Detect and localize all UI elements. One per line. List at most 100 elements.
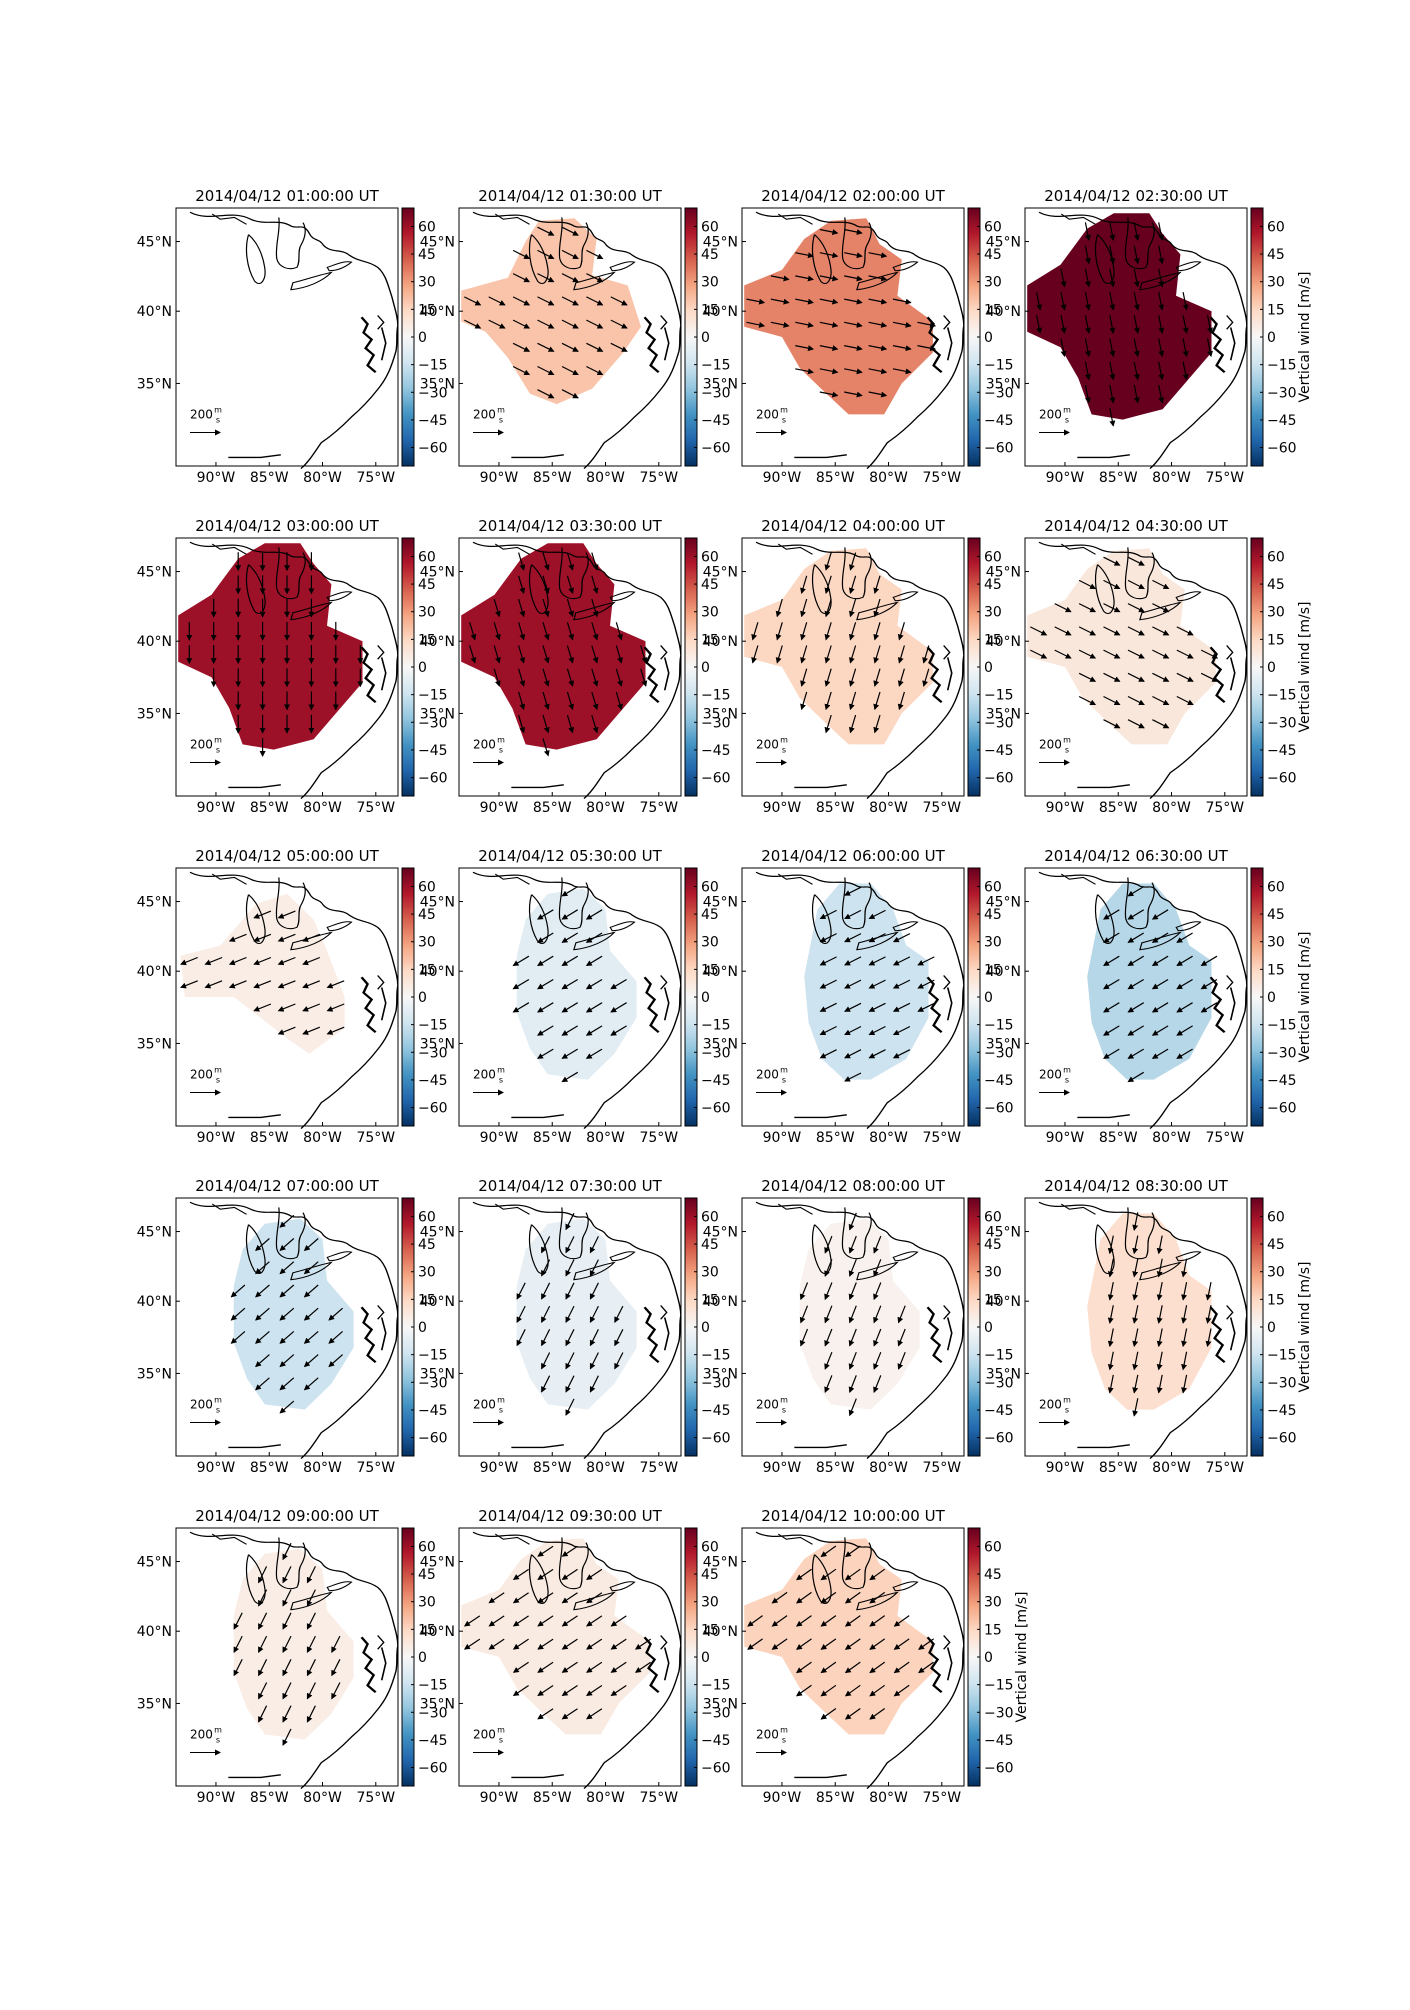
scale-label: 200 [473, 737, 496, 751]
wind-vector [610, 342, 628, 352]
colorbar-tick-label: −45 [418, 1403, 448, 1419]
colorbar-tick-label: 15 [701, 1622, 719, 1638]
lon-tick-label: 75°W [1205, 470, 1244, 486]
wind-vector [493, 622, 501, 641]
scale-unit: s [499, 1735, 503, 1744]
wind-vector [615, 622, 623, 641]
wind-vector [844, 321, 863, 328]
scale-unit: s [782, 1735, 786, 1744]
colorbar-tick-label: −45 [1267, 743, 1297, 759]
colorbar-tick-label: −15 [1267, 1018, 1297, 1034]
scale-label: 200 [756, 1067, 779, 1081]
wind-vector [820, 1638, 837, 1650]
colorbar-tick-label: −60 [701, 771, 731, 787]
wind-vector [1078, 626, 1097, 636]
colorbar-tick-label: 30 [418, 1595, 436, 1611]
wind-vector [1132, 1374, 1139, 1394]
lon-tick-label: 80°W [1152, 1460, 1191, 1476]
wind-vector [586, 1685, 603, 1697]
lat-tick-label: 35°N [986, 1366, 1021, 1382]
wind-vector [1156, 1281, 1163, 1301]
wind-vector [1152, 579, 1170, 590]
wind-vector [537, 389, 555, 399]
wind-vector [892, 1049, 911, 1059]
wind-vector [824, 691, 832, 711]
vertical-wind-field [180, 893, 345, 1054]
wind-vector [873, 691, 881, 711]
axes-frame [175, 207, 399, 467]
colorbar-tick-label: 15 [418, 1292, 436, 1308]
wind-vector [640, 645, 648, 664]
wind-vector [1132, 1258, 1139, 1278]
wind-vector [751, 622, 759, 641]
colorbar-tick-label: 0 [984, 1320, 993, 1336]
lon-tick-label: 85°W [250, 1460, 289, 1476]
lon-tick-label: 85°W [533, 470, 572, 486]
lon-tick-label: 75°W [922, 800, 961, 816]
colorbar-tick-label: −60 [1267, 1431, 1297, 1447]
wind-vector [848, 714, 857, 734]
wind-vector [542, 714, 550, 734]
wind-vector [848, 622, 857, 641]
colorbar-tick-label: 30 [984, 1595, 1002, 1611]
wind-vector [1054, 603, 1072, 613]
wind-vector [518, 714, 526, 734]
wind-vector [591, 714, 599, 734]
wind-vector [258, 1705, 268, 1723]
wind-vector [1132, 1328, 1139, 1348]
scale-unit: s [782, 415, 786, 424]
lon-tick-label: 80°W [869, 800, 908, 816]
lon-tick-label: 85°W [1099, 470, 1138, 486]
colorbar-tick-label: −60 [984, 1431, 1014, 1447]
wind-vector [1156, 1305, 1163, 1324]
scale-unit: m [780, 1065, 788, 1074]
wind-vector [331, 1659, 341, 1677]
map-panel: 2014/04/12 07:30:00 UT 200 ms 90°W 85°W 80°W 7… [420, 1177, 731, 1476]
colorbar-tick-label: −45 [984, 1733, 1014, 1749]
wind-vector [824, 1235, 833, 1254]
colorbar-tick-label: 60 [1267, 1209, 1285, 1225]
wind-vector [819, 345, 839, 352]
wind-vector [512, 1661, 529, 1673]
wind-vector [844, 956, 862, 966]
wind-vector [1151, 1048, 1169, 1059]
axes-frame [741, 1197, 965, 1457]
lon-tick-label: 75°W [356, 1460, 395, 1476]
map-panel: 2014/04/12 03:00:00 UT 200 ms 90°W 85°W 80°W 7… [137, 517, 448, 816]
wind-vector [844, 909, 862, 920]
wind-vector [228, 933, 247, 942]
wind-vector [873, 1282, 882, 1301]
wind-vector [848, 1235, 857, 1254]
wind-vector [302, 980, 321, 989]
colorbar-tick-label: −45 [1267, 413, 1297, 429]
wind-vector [591, 668, 599, 687]
wind-vector [1103, 695, 1121, 706]
wind-vector [255, 1354, 270, 1368]
wind-vector [277, 910, 296, 919]
axes-frame [175, 1527, 399, 1787]
wind-vector [1181, 1258, 1188, 1278]
colorbar-tick-label: 60 [984, 879, 1002, 895]
colorbar-tick-label: 15 [701, 632, 719, 648]
lat-tick-label: 35°N [420, 1696, 455, 1712]
scale-unit: m [780, 1725, 788, 1734]
scale-unit: m [497, 735, 505, 744]
wind-vector [537, 1638, 554, 1650]
wind-vector [868, 1025, 886, 1036]
lon-tick-label: 90°W [1046, 470, 1085, 486]
lon-tick-label: 80°W [869, 1460, 908, 1476]
wind-vector [1109, 338, 1116, 358]
wind-vector [537, 226, 555, 236]
lat-tick-label: 35°N [703, 1366, 738, 1382]
colorbar-tick-label: −60 [418, 1101, 448, 1117]
colorbar-tick-label: 45 [701, 907, 719, 923]
wind-vector [518, 598, 526, 618]
colorbar-tick-label: −30 [418, 1375, 448, 1391]
scale-unit: m [214, 1725, 222, 1734]
lon-tick-label: 75°W [356, 800, 395, 816]
wind-vector [1107, 1374, 1114, 1394]
wind-vector [282, 1705, 292, 1723]
lat-tick-label: 45°N [137, 565, 172, 581]
lat-tick-label: 45°N [420, 895, 455, 911]
colorbar-tick-label: 30 [984, 605, 1002, 621]
